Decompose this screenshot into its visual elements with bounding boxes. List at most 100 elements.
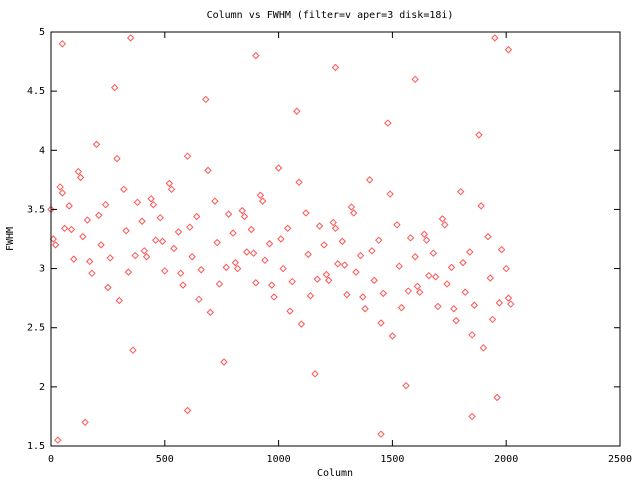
data-point [504,294,513,302]
data-point [507,300,515,308]
data-point [379,289,388,298]
data-point [220,358,228,366]
data-point [258,197,267,205]
y-tick-label: 4 [39,145,45,156]
data-point [338,237,347,246]
y-tick-label: 2 [39,382,45,393]
data-point [468,331,476,339]
data-point [202,95,210,104]
data-point [188,253,196,261]
data-point [347,203,356,211]
data-point [106,254,114,262]
x-tick-label: 1500 [380,454,404,465]
data-point [377,319,385,327]
data-point [331,63,340,72]
data-point [76,173,85,182]
y-tick-label: 4.5 [27,86,45,97]
data-point [479,344,488,352]
data-point [192,212,201,221]
data-point [79,232,87,241]
data-point [340,261,349,269]
chart-title: Column vs FWHM (filter=v aper=3 disk=18i… [207,10,454,21]
data-point [60,224,69,233]
data-point [161,267,169,275]
data-point [406,234,415,242]
data-point [295,178,303,186]
data-point [420,230,428,238]
data-point [413,282,422,291]
data-point [151,236,160,244]
data-point [104,283,112,292]
data-point [156,214,164,222]
data-point [322,270,331,279]
data-point [386,190,394,198]
data-point [211,197,219,205]
data-point [97,241,105,249]
data-point [124,268,133,276]
data-point [350,209,358,217]
data-point [174,228,183,236]
data-point [438,215,447,223]
data-point [411,75,419,84]
data-point [343,290,351,299]
data-point [477,202,485,210]
data-point [320,241,328,249]
data-point [283,224,292,233]
data-point [165,179,174,188]
x-tick-label: 500 [156,454,174,465]
data-point [158,237,167,246]
data-point [502,264,510,273]
data-point [331,224,340,233]
data-point [65,202,73,210]
data-point [133,198,142,207]
data-point [249,249,258,257]
data-point [95,211,103,220]
y-tick-label: 5 [39,27,45,38]
data-point [115,296,123,305]
data-point [422,236,431,244]
data-point [70,255,78,263]
data-point [288,277,296,286]
data-point [359,293,367,301]
data-point [54,436,62,444]
data-point [370,276,378,285]
data-point [167,185,176,194]
data-point [58,40,67,48]
data-point [268,281,276,289]
data-point [397,303,406,312]
data-point [279,264,287,273]
data-point [311,370,319,378]
data-point [488,315,497,324]
data-point [493,393,501,402]
data-point [111,83,119,92]
data-point [183,152,192,160]
data-point [461,288,469,296]
x-tick-label: 2500 [608,454,632,465]
data-point [129,346,137,354]
data-point [233,264,242,273]
data-point [270,293,278,301]
data-point [252,279,260,287]
data-point [224,210,233,218]
data-point [395,262,403,270]
data-point [74,167,83,176]
data-point [126,34,135,42]
data-point [456,187,465,196]
data-point [402,381,410,390]
data-point [120,185,128,194]
x-tick-label: 1000 [267,454,291,465]
data-point [229,229,237,237]
y-tick-label: 3.5 [27,204,45,215]
data-point [206,308,215,317]
data-point [58,189,67,197]
data-point [140,247,149,255]
data-point [170,244,178,253]
data-point [306,292,315,300]
data-point [324,276,333,285]
data-point [484,232,492,241]
data-point [404,287,413,295]
data-point [475,131,483,139]
data-point [470,301,479,309]
